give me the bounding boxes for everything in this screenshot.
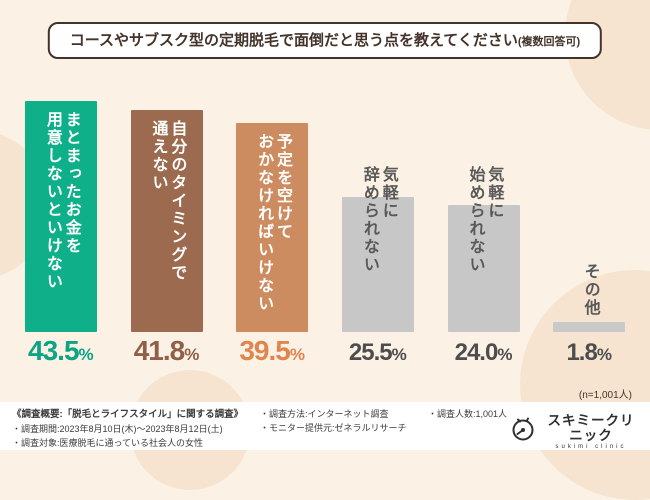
bar-label-line: 通えない bbox=[149, 120, 167, 193]
survey-method: ・調査方法:インターネット調査 bbox=[260, 409, 389, 419]
chart-title-note: (複数回答可) bbox=[517, 36, 581, 48]
pct-value: 39.5 bbox=[239, 335, 290, 366]
pct-value: 25.5 bbox=[348, 339, 393, 366]
bar-label-line: 辞められない bbox=[360, 166, 378, 274]
pct-cell: 43.5% bbox=[8, 337, 114, 365]
bar-label-line: 用意しないといけない bbox=[43, 111, 61, 292]
chart-title-box: コースやサブスク型の定期脱毛で面倒だと思う点を教えてください(複数回答可) bbox=[47, 22, 603, 59]
survey-overview-heading: 《調査概要:「脱毛とライフスタイル」に関する調査》 bbox=[12, 409, 244, 420]
pct-value: 1.8 bbox=[566, 339, 597, 366]
bar: 自分のタイミングで 通えない bbox=[130, 110, 203, 332]
bar-column: 自分のタイミングで 通えない bbox=[114, 82, 220, 332]
bar-label-line: 予定を空けて bbox=[274, 132, 292, 241]
clinic-logo: スキミークリニック sukimi clinic bbox=[510, 408, 640, 450]
footer-column-1: 《調査概要:「脱毛とライフスタイル」に関する調査》 ・調査期間:2023年8月1… bbox=[12, 408, 260, 451]
pct-unit: % bbox=[596, 345, 612, 364]
percent-row: 43.5% 41.8% 39.5% 25.5% 24.0% 1.8% bbox=[8, 337, 642, 365]
bar-label: 気軽に 辞められない bbox=[359, 166, 397, 274]
bar: まとまったお金を 用意しないといけない bbox=[24, 101, 97, 332]
bar-label-line: おかなければいけない bbox=[255, 132, 273, 313]
bar-label-line: 気軽に bbox=[485, 166, 503, 220]
pct-unit: % bbox=[184, 345, 200, 364]
footer-column-2: ・調査方法:インターネット調査 ・モニター提供元:ゼネラルリサーチ bbox=[260, 408, 428, 436]
bar-column: まとまったお金を 用意しないといけない bbox=[8, 82, 114, 332]
bar-column: その他 bbox=[536, 82, 642, 332]
logo-subtext: sukimi clinic bbox=[555, 443, 627, 450]
bar-label: 気軽に 始められない bbox=[465, 166, 503, 274]
survey-target: ・調査対象:医療脱毛に通っている社会人の女性 bbox=[12, 437, 204, 448]
footer-column-3: ・調査人数:1,001人 bbox=[428, 408, 510, 422]
bar-label-line: まとまったお金を bbox=[62, 111, 80, 256]
bar-label: その他 bbox=[580, 263, 599, 317]
survey-period: ・調査期間:2023年8月10日(木)〜2023年8月12日(土) bbox=[12, 423, 223, 434]
pct-unit: % bbox=[391, 345, 407, 364]
bar-label-line: その他 bbox=[581, 263, 599, 318]
bar-label: 予定を空けて おかなければいけない bbox=[253, 133, 291, 313]
pct-cell: 24.0% bbox=[431, 341, 537, 365]
bar-label-line: 始められない bbox=[466, 166, 484, 274]
pct-value: 41.8 bbox=[133, 335, 185, 366]
logo-text-wrap: スキミークリニック sukimi clinic bbox=[542, 413, 640, 450]
pct-unit: % bbox=[289, 345, 305, 364]
logo-text: スキミークリニック bbox=[547, 413, 635, 443]
pct-unit: % bbox=[497, 345, 513, 364]
sample-size-note: (n=1,001人) bbox=[578, 390, 632, 401]
pct-cell: 41.8% bbox=[114, 337, 220, 365]
bar: その他 bbox=[553, 263, 626, 332]
bar-column: 気軽に 辞められない bbox=[325, 82, 431, 332]
bar-column: 予定を空けて おかなければいけない bbox=[219, 82, 325, 332]
chart-title: コースやサブスク型の定期脱毛で面倒だと思う点を教えてください bbox=[69, 32, 518, 49]
bar: 気軽に 辞められない bbox=[341, 166, 414, 332]
bar: 予定を空けて おかなければいけない bbox=[236, 122, 309, 332]
logo-icon bbox=[510, 416, 536, 447]
pct-value: 24.0 bbox=[454, 339, 499, 366]
bar-label: 自分のタイミングで 通えない bbox=[148, 120, 186, 282]
bar-label: まとまったお金を 用意しないといけない bbox=[42, 111, 80, 291]
pct-value: 43.5 bbox=[28, 335, 79, 366]
survey-footer: 《調査概要:「脱毛とライフスタイル」に関する調査》 ・調査期間:2023年8月1… bbox=[0, 402, 650, 450]
bar-column: 気軽に 始められない bbox=[431, 82, 537, 332]
pct-unit: % bbox=[78, 345, 94, 364]
bar-label-line: 気軽に bbox=[379, 166, 397, 220]
survey-count: ・調査人数:1,001人 bbox=[428, 409, 508, 419]
bar-chart: まとまったお金を 用意しないといけない 自分のタイミングで 通えない 予定を空け… bbox=[8, 82, 642, 332]
pct-cell: 1.8% bbox=[536, 341, 642, 365]
survey-monitor: ・モニター提供元:ゼネラルリサーチ bbox=[260, 422, 407, 433]
bar: 気軽に 始められない bbox=[447, 166, 520, 332]
pct-cell: 39.5% bbox=[219, 337, 325, 365]
bar-label-line: 自分のタイミングで bbox=[168, 120, 186, 283]
pct-cell: 25.5% bbox=[325, 341, 431, 365]
